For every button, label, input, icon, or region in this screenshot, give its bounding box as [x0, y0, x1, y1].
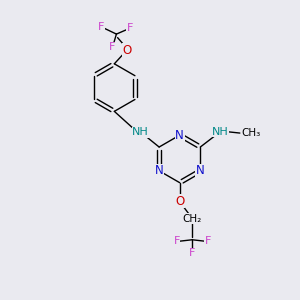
Text: N: N [196, 164, 205, 177]
Text: O: O [175, 195, 184, 208]
Text: O: O [122, 44, 131, 57]
Text: F: F [109, 43, 115, 52]
Text: F: F [205, 236, 211, 246]
Text: CH₃: CH₃ [241, 128, 261, 138]
Text: CH₂: CH₂ [183, 214, 202, 224]
Text: N: N [175, 129, 184, 142]
Text: F: F [174, 236, 180, 246]
Text: F: F [189, 248, 195, 258]
Text: F: F [98, 22, 104, 32]
Text: NH: NH [212, 127, 229, 136]
Text: NH: NH [132, 127, 149, 137]
Text: N: N [155, 164, 164, 177]
Text: F: F [127, 23, 133, 33]
